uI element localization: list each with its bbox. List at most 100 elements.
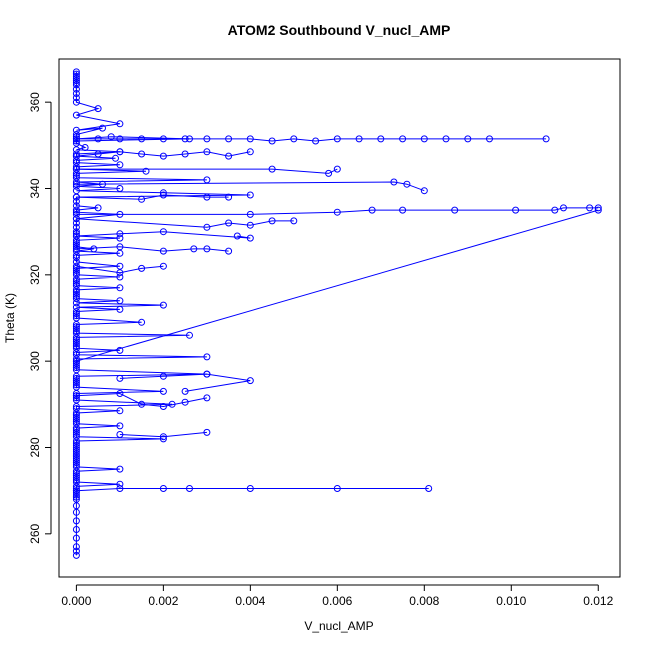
series-6 <box>72 178 428 195</box>
data-point <box>72 543 80 551</box>
series-7 <box>72 215 298 231</box>
data-point <box>355 135 363 143</box>
series-5 <box>72 165 341 177</box>
series-line <box>76 231 251 239</box>
data-point <box>72 517 80 525</box>
data-point <box>403 180 411 188</box>
data-point <box>72 526 80 533</box>
data-point <box>116 269 124 277</box>
data-point <box>90 245 98 253</box>
data-point <box>181 398 189 406</box>
data-point <box>268 217 276 225</box>
data-point <box>72 394 80 402</box>
data-point <box>159 152 167 160</box>
data-point <box>72 474 80 482</box>
data-point <box>72 290 80 298</box>
data-point <box>99 124 106 132</box>
data-point <box>116 346 124 354</box>
data-point <box>290 217 298 225</box>
series-8 <box>116 370 254 395</box>
data-point <box>159 189 167 197</box>
data-point <box>225 152 233 160</box>
data-point <box>72 262 80 270</box>
data-point <box>72 267 80 274</box>
data-point <box>190 245 198 253</box>
series-line <box>76 209 599 362</box>
data-point <box>246 148 254 156</box>
data-point <box>116 297 124 305</box>
data-point <box>186 331 193 339</box>
y-axis-label: Theta (K) <box>3 293 17 343</box>
data-point <box>203 193 211 201</box>
data-point <box>138 264 146 272</box>
data-point <box>203 148 211 156</box>
data-point <box>72 219 80 227</box>
data-point <box>72 357 80 365</box>
data-point <box>225 135 233 143</box>
data-point <box>72 310 80 318</box>
data-point <box>72 243 80 251</box>
data-point <box>72 312 80 320</box>
data-point <box>72 137 80 145</box>
data-point <box>325 169 333 177</box>
data-point <box>116 465 124 473</box>
data-point <box>94 204 102 212</box>
data-point <box>116 480 124 488</box>
data-point <box>72 98 80 106</box>
data-point <box>72 135 80 143</box>
data-point <box>594 204 602 212</box>
data-point <box>542 135 550 143</box>
data-point <box>72 193 80 201</box>
data-point <box>203 353 211 361</box>
data-point <box>116 390 124 397</box>
series-line <box>76 168 338 174</box>
series-line <box>75 71 251 556</box>
y-tick-label: 300 <box>28 351 42 371</box>
data-point <box>425 485 433 492</box>
chart-title: ATOM2 Southbound V_nucl_AMP <box>228 22 451 38</box>
data-point <box>72 551 80 559</box>
data-point <box>181 135 189 143</box>
x-tick-label: 0.008 <box>409 594 439 608</box>
data-point <box>225 219 233 227</box>
data-point <box>72 215 80 223</box>
data-point <box>159 387 167 395</box>
data-point <box>116 148 124 156</box>
data-point <box>246 377 254 385</box>
data-point <box>333 485 341 492</box>
data-point <box>72 295 80 303</box>
plot-frame <box>58 58 621 578</box>
data-point <box>159 372 167 380</box>
data-point <box>116 120 124 128</box>
series-line <box>76 392 207 408</box>
x-tick-label: 0.002 <box>148 594 178 608</box>
data-point <box>486 135 493 143</box>
series-11 <box>72 148 254 160</box>
data-point <box>159 262 167 270</box>
series-0 <box>72 68 254 559</box>
data-point <box>333 135 341 143</box>
data-point <box>268 165 276 173</box>
series-line <box>76 138 547 142</box>
data-point <box>116 273 124 281</box>
data-point <box>107 133 115 141</box>
data-point <box>94 135 102 143</box>
data-point <box>72 210 80 218</box>
x-tick-label: 0.000 <box>61 594 91 608</box>
series-9 <box>116 428 211 441</box>
data-point <box>159 135 167 143</box>
data-point <box>72 534 80 542</box>
y-tick-label: 360 <box>28 92 42 112</box>
data-point <box>116 234 124 242</box>
data-point <box>203 428 211 436</box>
data-point <box>464 135 472 143</box>
data-point <box>159 403 167 410</box>
data-point <box>560 204 567 212</box>
series-3 <box>72 206 602 365</box>
data-point <box>72 180 80 188</box>
data-point <box>246 234 254 242</box>
data-point <box>72 245 80 253</box>
y-tick-label: 260 <box>28 523 42 543</box>
x-tick-label: 0.006 <box>322 594 352 608</box>
data-point <box>94 150 102 158</box>
